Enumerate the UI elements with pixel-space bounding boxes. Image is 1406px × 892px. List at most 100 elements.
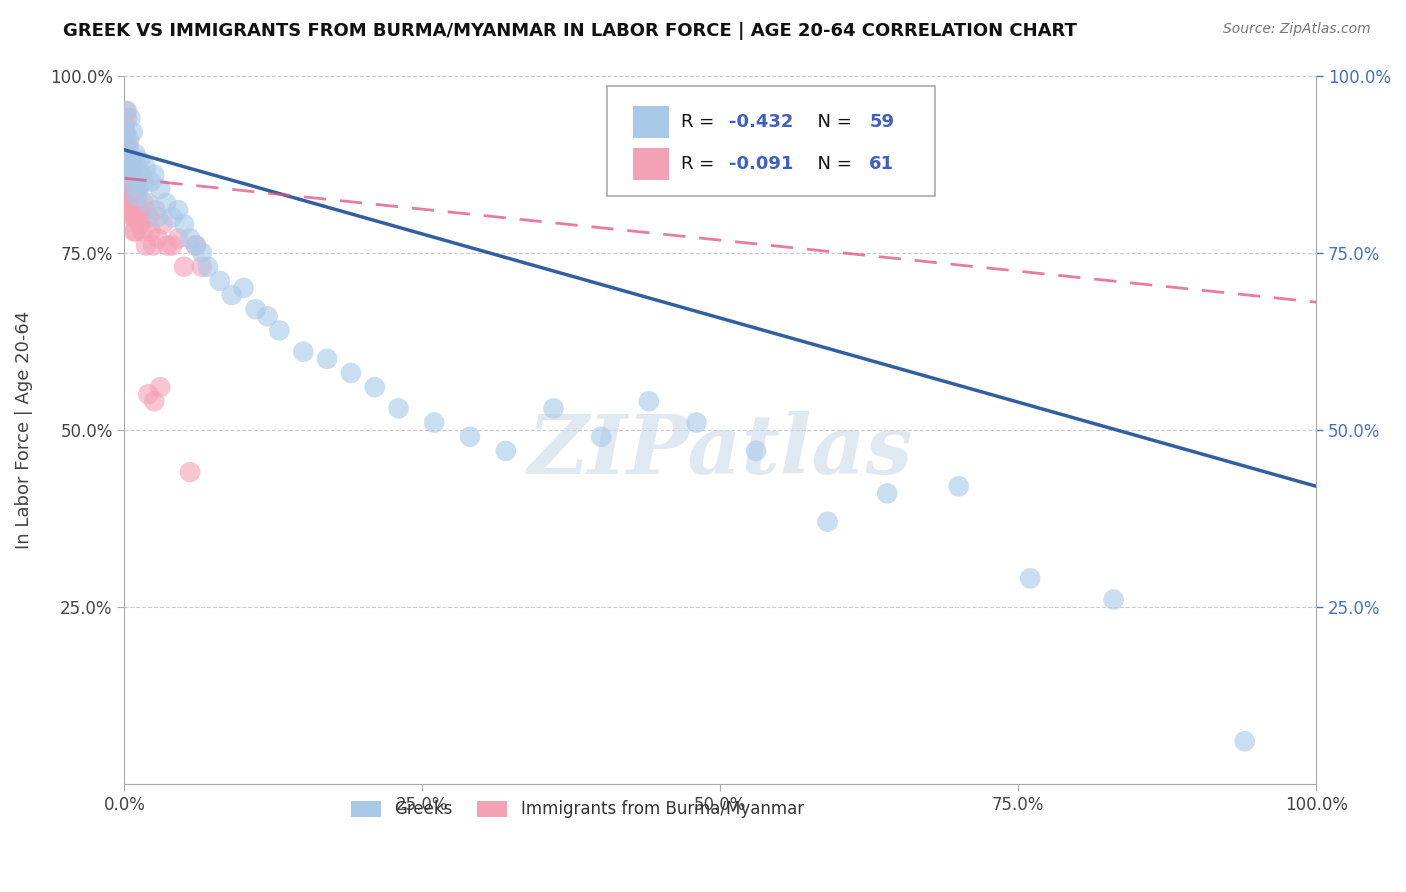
Text: -0.432: -0.432	[728, 112, 793, 130]
Text: R =: R =	[681, 112, 720, 130]
Point	[167, 203, 190, 218]
Point	[132, 175, 155, 189]
Point	[122, 189, 145, 203]
Point	[146, 210, 169, 224]
Text: 59: 59	[869, 112, 894, 130]
Point	[145, 203, 167, 218]
Point	[256, 310, 278, 324]
Point	[136, 387, 159, 401]
Point	[1233, 734, 1256, 748]
Point	[114, 153, 136, 168]
Point	[685, 416, 707, 430]
Text: Source: ZipAtlas.com: Source: ZipAtlas.com	[1223, 22, 1371, 37]
Point	[191, 260, 214, 274]
Point	[948, 479, 970, 493]
Point	[364, 380, 387, 394]
Point	[184, 238, 207, 252]
Legend: Greeks, Immigrants from Burma/Myanmar: Greeks, Immigrants from Burma/Myanmar	[344, 794, 811, 825]
Y-axis label: In Labor Force | Age 20-64: In Labor Force | Age 20-64	[15, 310, 32, 549]
Point	[292, 344, 315, 359]
Point	[129, 217, 152, 231]
Point	[131, 224, 153, 238]
Point	[124, 224, 146, 238]
Point	[125, 196, 148, 211]
Point	[135, 238, 157, 252]
Point	[120, 161, 142, 175]
Point	[124, 146, 146, 161]
Point	[139, 224, 162, 238]
Point	[637, 394, 659, 409]
Point	[120, 161, 142, 175]
Point	[387, 401, 409, 416]
Point	[129, 210, 152, 224]
Point	[114, 125, 136, 139]
Point	[197, 260, 219, 274]
Point	[128, 182, 150, 196]
Text: -0.091: -0.091	[728, 155, 793, 173]
Point	[118, 196, 141, 211]
Point	[142, 238, 165, 252]
Point	[146, 231, 169, 245]
Point	[340, 366, 363, 380]
Point	[127, 182, 149, 196]
Point	[128, 203, 150, 218]
Point	[121, 182, 143, 196]
Point	[876, 486, 898, 500]
Point	[115, 103, 138, 118]
Point	[173, 260, 195, 274]
Point	[316, 351, 339, 366]
Point	[114, 125, 136, 139]
Point	[167, 231, 190, 245]
Point	[125, 210, 148, 224]
Point	[149, 182, 172, 196]
Point	[1019, 571, 1042, 585]
Point	[117, 153, 139, 168]
Text: ZIPatlas: ZIPatlas	[527, 411, 912, 491]
Point	[117, 168, 139, 182]
Point	[125, 210, 148, 224]
Point	[122, 224, 145, 238]
Point	[122, 210, 145, 224]
Point	[118, 132, 141, 146]
Point	[120, 111, 142, 125]
Text: 61: 61	[869, 155, 894, 173]
Point	[115, 161, 138, 175]
Point	[232, 281, 254, 295]
Point	[152, 217, 174, 231]
Point	[115, 161, 138, 175]
Point	[121, 168, 143, 182]
Point	[117, 189, 139, 203]
Point	[120, 168, 142, 182]
Text: GREEK VS IMMIGRANTS FROM BURMA/MYANMAR IN LABOR FORCE | AGE 20-64 CORRELATION CH: GREEK VS IMMIGRANTS FROM BURMA/MYANMAR I…	[63, 22, 1077, 40]
Point	[121, 125, 143, 139]
Point	[114, 139, 136, 153]
Point	[135, 161, 157, 175]
Point	[173, 217, 195, 231]
Point	[591, 430, 613, 444]
Point	[155, 196, 177, 211]
Point	[114, 146, 136, 161]
Point	[184, 238, 207, 252]
Point	[115, 175, 138, 189]
Point	[160, 210, 183, 224]
Point	[121, 153, 143, 168]
FancyBboxPatch shape	[607, 87, 935, 196]
Point	[139, 175, 162, 189]
Point	[117, 139, 139, 153]
Point	[131, 168, 153, 182]
Point	[208, 274, 231, 288]
Point	[179, 465, 201, 479]
Point	[118, 153, 141, 168]
Point	[115, 111, 138, 125]
Point	[136, 210, 159, 224]
Point	[423, 416, 446, 430]
Point	[817, 515, 839, 529]
Bar	[633, 148, 669, 180]
Point	[120, 203, 142, 218]
Point	[117, 161, 139, 175]
Point	[543, 401, 565, 416]
Point	[221, 288, 243, 302]
Point	[115, 153, 138, 168]
Point	[745, 443, 768, 458]
Point	[117, 139, 139, 153]
